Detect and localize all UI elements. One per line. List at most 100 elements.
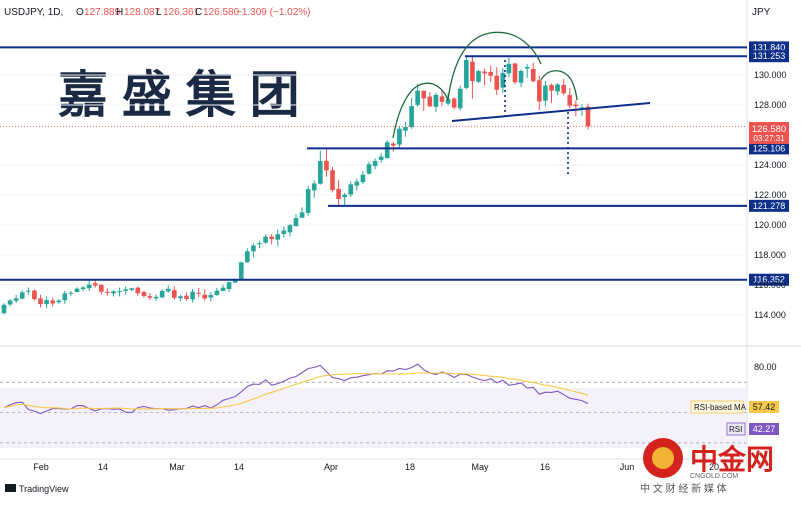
candle-body xyxy=(80,287,86,290)
candle-body xyxy=(172,290,177,298)
candle xyxy=(141,290,147,298)
candle xyxy=(19,290,25,300)
candle-body xyxy=(111,291,116,294)
candle-body xyxy=(433,94,439,107)
candle xyxy=(360,171,366,185)
time-tick-label: Apr xyxy=(324,462,338,472)
candle xyxy=(135,286,141,296)
candle xyxy=(92,279,98,288)
candle-body xyxy=(281,230,287,234)
candle-body xyxy=(567,95,573,106)
candle xyxy=(543,81,548,107)
candle xyxy=(7,299,13,307)
candle-body xyxy=(366,164,372,174)
candle-body xyxy=(105,291,110,293)
axis-layer: 130.000 128.000 124.000 122.000 120.000 118.0… xyxy=(33,70,786,472)
watermark-title: 嘉 盛 集 团 xyxy=(58,67,300,123)
candle-body xyxy=(165,288,171,292)
candle-body xyxy=(372,161,378,167)
cngold-logo: 中金网 CNGOLD.COM 中 文 财 经 新 媒 体 xyxy=(640,438,774,495)
rsi-value: 42.27 xyxy=(753,424,776,434)
candle-body xyxy=(263,236,268,243)
candle-body xyxy=(299,212,305,218)
candle xyxy=(117,287,122,297)
candle xyxy=(342,192,347,206)
candle xyxy=(470,56,475,99)
candle xyxy=(403,121,408,137)
candle-body xyxy=(238,262,244,280)
candle xyxy=(214,287,220,296)
candle xyxy=(512,62,518,85)
candle xyxy=(26,287,31,295)
candle-body xyxy=(202,294,208,299)
candle xyxy=(220,284,226,292)
time-tick-label: 14 xyxy=(98,462,108,472)
low-label: L xyxy=(156,7,162,18)
candle xyxy=(32,289,37,301)
candle xyxy=(378,153,384,163)
candle xyxy=(330,166,335,193)
level-label: 131.253 xyxy=(753,51,786,61)
candle xyxy=(567,87,573,109)
candle-body xyxy=(311,183,317,191)
candle-body xyxy=(293,218,299,227)
symbol-name[interactable]: USDJPY, 1D, xyxy=(4,7,63,18)
candle xyxy=(123,286,128,295)
candle-body xyxy=(537,80,542,102)
level-label: 125.106 xyxy=(753,143,786,153)
candle xyxy=(311,180,317,198)
candle xyxy=(537,75,542,111)
level-tag xyxy=(749,199,789,212)
time-tick-label: Jun xyxy=(620,462,635,472)
candle-body xyxy=(403,126,408,131)
candle-body xyxy=(555,84,560,92)
candle xyxy=(348,181,354,198)
candle-body xyxy=(451,98,457,108)
candle xyxy=(165,285,171,293)
candle xyxy=(555,83,560,96)
candle-body xyxy=(153,296,159,299)
candle-body xyxy=(427,96,433,107)
candle-body xyxy=(117,291,122,293)
level-label: 121.278 xyxy=(753,201,786,211)
candle-body xyxy=(330,170,335,191)
price-tick-label: 124.000 xyxy=(754,160,787,170)
candle xyxy=(111,290,116,297)
rsi-tick-label: 80.00 xyxy=(754,362,777,372)
candle xyxy=(190,289,195,303)
candle xyxy=(129,287,135,292)
rsi-ma-value: 57.42 xyxy=(753,402,776,412)
candle xyxy=(561,78,566,96)
open-label: O xyxy=(76,7,84,18)
candle-body xyxy=(1,304,7,314)
symbol-legend: USDJPY, 1D, O 127.889 H 128.087 L 126.36… xyxy=(4,7,311,18)
candle xyxy=(172,286,177,300)
level-tag xyxy=(749,50,789,63)
candle-body xyxy=(99,284,104,292)
time-tick-label: Feb xyxy=(33,462,49,472)
time-tick-label: 14 xyxy=(234,462,244,472)
price-tick-label: 116.000 xyxy=(754,280,786,290)
candle-body xyxy=(409,106,414,128)
neckline xyxy=(451,102,651,122)
candle xyxy=(208,292,214,302)
time-tick-label: 16 xyxy=(540,462,550,472)
candle xyxy=(245,248,250,263)
candle-body xyxy=(439,96,445,102)
candle-body xyxy=(391,143,396,146)
candle-body xyxy=(342,194,347,198)
candle-body xyxy=(13,298,19,301)
level-label: 116.352 xyxy=(753,275,785,285)
rsi-ma-label: RSI-based MA xyxy=(694,403,747,412)
candle-body xyxy=(44,300,49,305)
candle xyxy=(433,92,439,113)
candle xyxy=(573,100,579,117)
candle xyxy=(299,207,305,219)
candle xyxy=(99,284,104,295)
tradingview-brand[interactable]: TradingView xyxy=(5,484,69,494)
candle-body xyxy=(318,161,323,184)
change-value: −1.309 (−1.02%) xyxy=(236,7,311,18)
candle xyxy=(147,292,153,301)
time-tick-label: 20 xyxy=(709,462,719,472)
